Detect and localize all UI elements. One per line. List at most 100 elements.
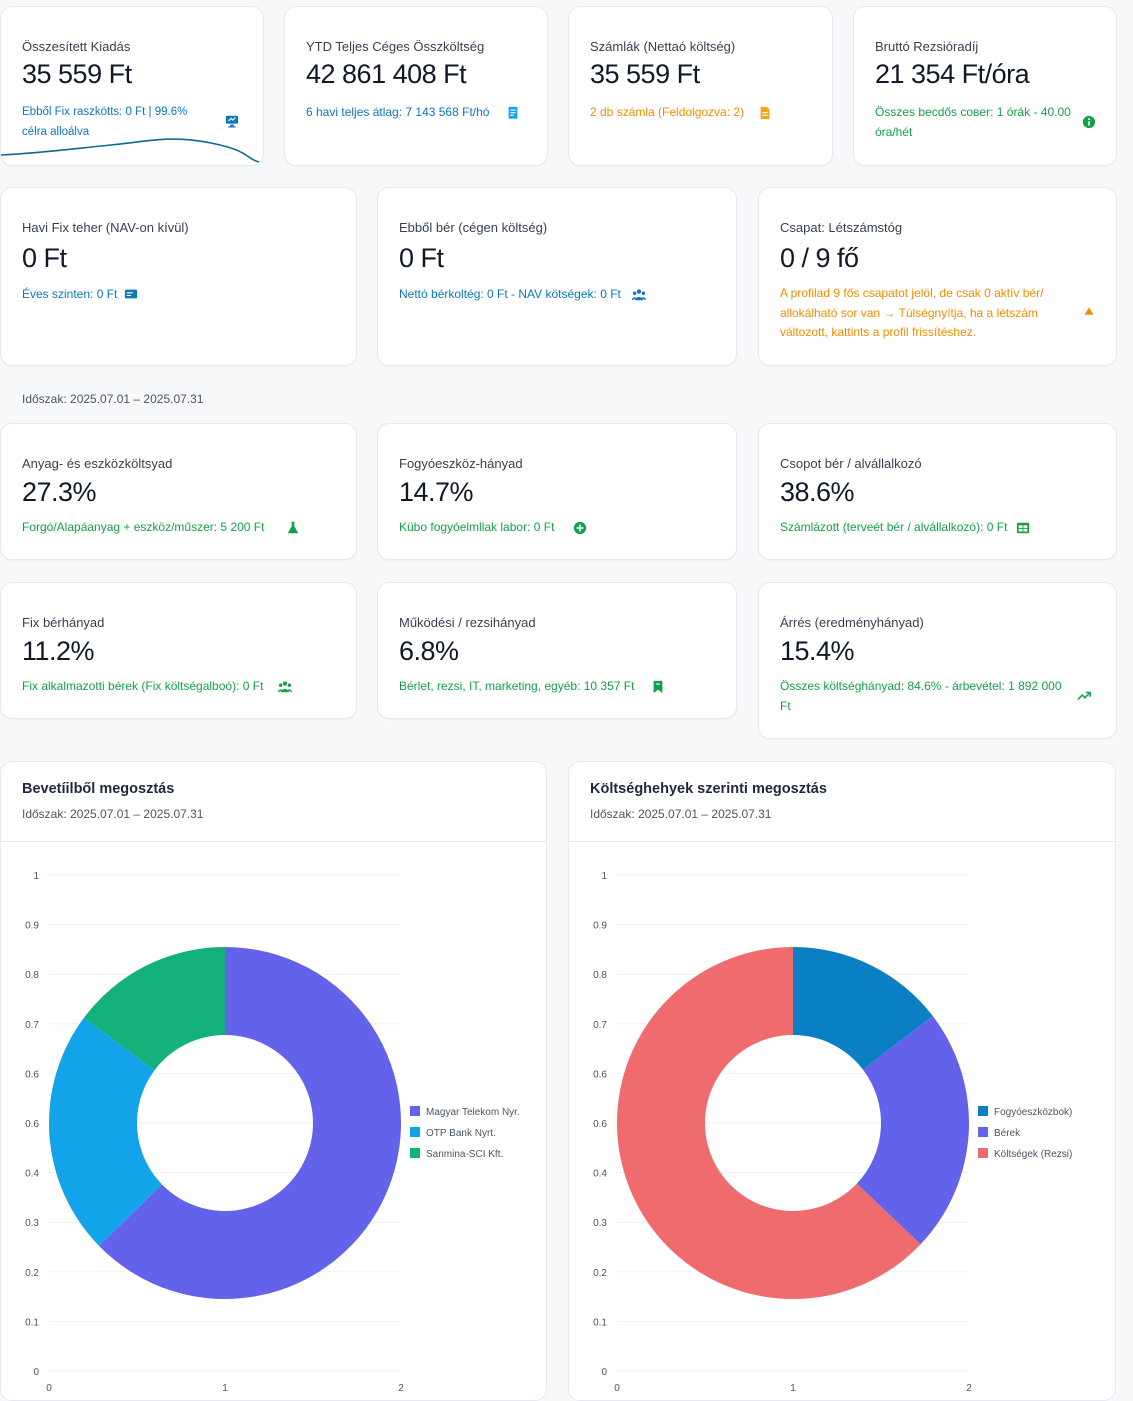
- kpi-card-wages: Ebből bér (cégen költség) 0 Ft Nettó bér…: [377, 187, 737, 366]
- donut-slice[interactable]: [83, 947, 225, 1071]
- kpi-sub: Összes költséghányad: 84.6% - árbevétel:…: [780, 679, 1062, 713]
- donut-slice[interactable]: [856, 1016, 969, 1245]
- x-tick-label: 1: [222, 1383, 228, 1394]
- people-icon[interactable]: [632, 288, 646, 302]
- y-tick-label: 1: [33, 871, 39, 882]
- chart-card-revenue-split: Bevetíilből megosztás Időszak: 2025.07.0…: [0, 761, 547, 1401]
- kpi-label: Csapat: Létszámstóg: [780, 220, 903, 235]
- y-tick-label: 0.6: [25, 1069, 39, 1080]
- kpi-card-margin: Árrés (eredményhányad) 15.4% Összes költ…: [758, 582, 1117, 739]
- y-tick-label: 1: [601, 871, 607, 882]
- cost-donut-chart: 1 0.9 0.8 0.7 0.6 0.6 0.4 0.3 0.2 0.1 00 1 2 Fogyóesz…: [593, 871, 1072, 1394]
- y-tick-label: 0.3: [593, 1218, 607, 1229]
- kpi-sub: Forgó/Alapáanyag + eszköz/műszer: 5 200 …: [22, 520, 265, 534]
- kpi-sub: Éves szinten: 0 Ft: [22, 287, 118, 301]
- kpi-card-fixed-wage-ratio: Fix bérhányad 11.2% Fix alkalmazotti bér…: [0, 582, 357, 719]
- y-tick-label: 0.4: [25, 1169, 39, 1180]
- y-tick-label: 0.6: [593, 1069, 607, 1080]
- y-tick-label: 0: [33, 1367, 39, 1378]
- kpi-card-group-wage-ratio: Csopot bér / alvállalkozó 38.6% Számlázo…: [758, 423, 1117, 560]
- donut-slice[interactable]: [793, 947, 933, 1070]
- kpi-label: Havi Fix teher (NAV-on kívül): [22, 220, 189, 235]
- kpi-card-material-ratio: Anyag- és eszközköltsyad 27.3% Forgó/Ala…: [0, 423, 357, 560]
- legend-swatch: [978, 1127, 988, 1137]
- kpi-card-consumables-ratio: Fogyóeszköz-hányad 14.7% Kübo fogyóelmll…: [377, 423, 737, 560]
- kpi-value: 35 559 Ft: [590, 59, 700, 89]
- kpi-value: 21 354 Ft/óra: [875, 59, 1030, 89]
- donut-slice[interactable]: [48, 1017, 162, 1246]
- receipt-icon[interactable]: [506, 106, 520, 120]
- y-tick-label: 0.9: [25, 921, 39, 932]
- y-tick-label: 0.9: [593, 921, 607, 932]
- y-tick-label: 0.4: [593, 1169, 607, 1180]
- chart-divider: [569, 841, 1115, 842]
- x-tick-label: 2: [966, 1383, 972, 1394]
- kpi-label: Ebből bér (cégen költség): [399, 220, 548, 235]
- trend-up-icon[interactable]: [1077, 689, 1091, 703]
- kpi-sub: Összes becdős cовer: 1 órák - 40.00 óra/…: [875, 105, 1071, 139]
- legend-label[interactable]: Fogyóeszközbok): [994, 1107, 1072, 1118]
- legend-label[interactable]: Bérek: [994, 1128, 1021, 1139]
- kpi-value: 27.3%: [22, 477, 97, 507]
- kpi-label: Csopot bér / alvállalkozó: [780, 456, 922, 471]
- y-tick-label: 0.1: [593, 1317, 607, 1328]
- kpi-sub: Ebből Fix raszkötts: 0 Ft | 99.6% célra …: [22, 106, 188, 138]
- chart-title: Költséghehyek szerinti megosztás: [590, 781, 827, 797]
- kpi-label: Fogyóeszköz-hányad: [399, 456, 523, 471]
- kpi-value: 0 Ft: [399, 243, 444, 273]
- kpi-card-monthly-fixed: Havi Fix teher (NAV-on kívül) 0 Ft Éves …: [0, 187, 357, 366]
- monitor-icon[interactable]: [225, 114, 239, 128]
- donut-slice[interactable]: [617, 947, 921, 1299]
- y-tick-label: 0.8: [593, 970, 607, 981]
- kpi-card-total-expense: Összesített Kiadás 35 559 Ft Ebből Fix r…: [0, 6, 264, 166]
- kpi-value: 11.2%: [22, 636, 95, 666]
- kpi-value: 15.4%: [780, 636, 855, 666]
- y-tick-label: 0.6: [593, 1119, 607, 1130]
- kpi-sub: Bérlet, rezsi, IT, marketing, egyéb: 10 …: [399, 679, 635, 693]
- legend-label[interactable]: Magyar Telekom Nyr.: [426, 1107, 520, 1118]
- legend-swatch: [978, 1148, 988, 1158]
- table-icon[interactable]: [1016, 521, 1030, 535]
- kpi-card-team-size: Csapat: Létszámstóg 0 / 9 fő A profilad …: [758, 187, 1117, 366]
- kpi-card-ytd-cost: YTD Teljes Céges Összköltség 42 861 408 …: [284, 6, 548, 166]
- y-tick-label: 0: [601, 1367, 607, 1378]
- y-tick-label: 0.2: [593, 1268, 607, 1279]
- legend-label[interactable]: Költségek (Rezsi): [994, 1149, 1072, 1160]
- chart-divider: [1, 841, 546, 842]
- kpi-value: 38.6%: [780, 477, 855, 507]
- warning-icon: [1084, 307, 1094, 315]
- kpi-label: Összesített Kiadás: [22, 39, 131, 54]
- people-icon[interactable]: [278, 680, 292, 694]
- kpi-card-operating-ratio: Működési / rezsihányad 6.8% Bérlet, rezs…: [377, 582, 737, 719]
- bookmark-icon[interactable]: [651, 680, 665, 694]
- kpi-value: 0 Ft: [22, 243, 67, 273]
- y-tick-label: 0.8: [25, 970, 39, 981]
- legend-label[interactable]: OTP Bank Nyrt.: [426, 1128, 496, 1139]
- kpi-value: 42 861 408 Ft: [306, 59, 467, 89]
- kpi-sub: 6 havi teljes átlag: 7 143 568 Ft/hó: [306, 105, 490, 119]
- legend-swatch: [410, 1148, 420, 1158]
- info-icon[interactable]: [1082, 115, 1096, 129]
- flask-icon[interactable]: [286, 521, 300, 535]
- plus-circle-icon[interactable]: [573, 521, 587, 535]
- document-icon[interactable]: [758, 106, 772, 120]
- kpi-label: Bruttó Rezsióradíj: [875, 39, 979, 54]
- x-tick-label: 0: [46, 1383, 52, 1394]
- kpi-value: 35 559 Ft: [22, 59, 132, 89]
- legend-swatch: [410, 1127, 420, 1137]
- donut-slice[interactable]: [98, 947, 402, 1299]
- kpi-label: Fix bérhányad: [22, 615, 105, 630]
- chart-period: Időszak: 2025.07.01 – 2025.07.31: [22, 807, 204, 821]
- y-tick-label: 0.3: [25, 1218, 39, 1229]
- period-label: Időszak: 2025.07.01 – 2025.07.31: [22, 392, 204, 406]
- kpi-sub: Számlázott (terveét bér / alvállalkozó):…: [780, 520, 1008, 534]
- kpi-sub[interactable]: A profilad 9 fős csapatot jelöl, de csak…: [780, 286, 1044, 339]
- legend-label[interactable]: Sanmina-SCI Kft.: [426, 1149, 503, 1160]
- chart-title: Bevetíilből megosztás: [22, 781, 175, 797]
- kpi-card-overhead-rate: Bruttó Rezsióradíj 21 354 Ft/óra Összes …: [853, 6, 1117, 166]
- sparkline: [1, 138, 260, 163]
- wallet-icon[interactable]: [124, 287, 138, 301]
- x-tick-label: 2: [398, 1383, 404, 1394]
- kpi-sub: Fix alkalmazotti bérek (Fix költségalboó…: [22, 679, 264, 693]
- kpi-value: 14.7%: [399, 477, 474, 507]
